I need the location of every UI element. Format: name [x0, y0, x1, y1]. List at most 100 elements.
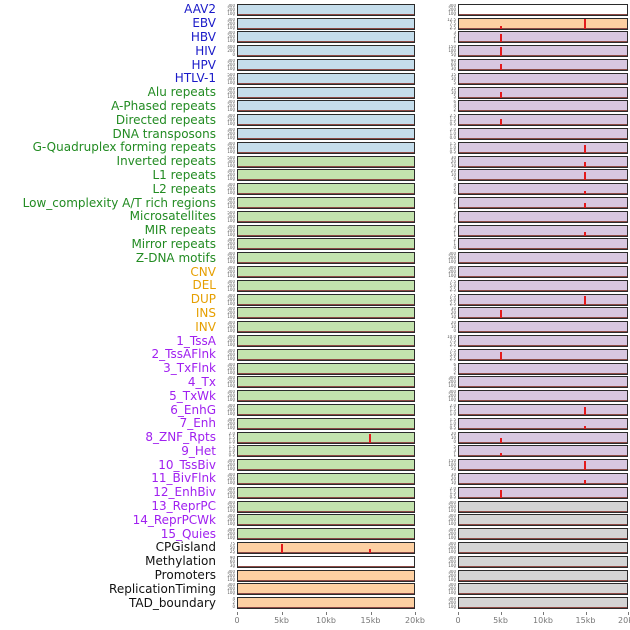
- signal-panel-right: [458, 335, 628, 348]
- column-gap: [415, 423, 442, 424]
- y-tick-label: 300: [448, 541, 456, 546]
- y-tick-label: 200: [448, 517, 456, 523]
- y-tick-label: 1.5: [449, 407, 456, 412]
- column-gap: [415, 23, 442, 24]
- signal-panel-right: [458, 404, 628, 416]
- y-tick-label: 100: [448, 562, 456, 568]
- y-tick-label: 100: [227, 273, 235, 279]
- signal-panel-right: [458, 59, 628, 72]
- y-tick-label: 3: [453, 448, 456, 454]
- y-tick-label: 500: [227, 210, 235, 215]
- signal-baseline: [238, 82, 414, 84]
- y-tick-label: 300: [227, 514, 235, 519]
- signal-panel-left: [237, 114, 415, 127]
- y-axis-tick-labels: 3210: [442, 225, 458, 237]
- row-label: HPV: [191, 57, 216, 72]
- y-tick-label: 0: [453, 438, 456, 444]
- signal-panel-left: [237, 141, 415, 154]
- y-tick-label: 200: [227, 393, 235, 399]
- signal-baseline: [238, 372, 414, 374]
- y-tick-label: 10: [450, 314, 456, 320]
- column-gap: [415, 341, 442, 342]
- y-tick-label: 100: [448, 548, 456, 554]
- y-tick-label: 200: [227, 6, 235, 12]
- y-axis-tick-labels: 5003001000: [221, 73, 237, 85]
- y-tick-label: 200: [227, 172, 235, 178]
- axis-spacer-left: [0, 612, 237, 628]
- y-tick-label: 300: [448, 376, 456, 381]
- x-tick-label: 15kb: [360, 616, 381, 626]
- y-axis-tick-labels: 3020100: [442, 307, 458, 319]
- y-axis-tick-labels: 6420: [442, 363, 458, 375]
- y-tick-label: 6: [453, 100, 456, 105]
- signal-panel-right: [458, 183, 628, 196]
- signal-panel-right: [458, 307, 628, 320]
- signal-panel-left: [237, 321, 415, 334]
- signal-peak: [369, 434, 371, 443]
- signal-baseline: [238, 317, 414, 319]
- row-label: 13_ReprPC: [151, 499, 216, 514]
- y-tick-label: 10: [450, 172, 456, 178]
- signal-baseline: [459, 482, 627, 484]
- signal-baseline: [238, 345, 414, 347]
- signal-baseline: [459, 510, 627, 512]
- y-tick-label: 100: [227, 38, 235, 44]
- feature-row: 11_BivFlnk30020010003020100: [0, 472, 630, 486]
- y-tick-label: 100: [227, 342, 235, 348]
- y-tick-label: 1: [453, 204, 456, 210]
- y-tick-label: 200: [448, 379, 456, 385]
- y-tick-label: 200: [448, 558, 456, 564]
- signal-panel-right: [458, 238, 628, 251]
- signal-panel-left: [237, 445, 415, 458]
- signal-baseline: [459, 469, 627, 471]
- x-tick-mark: [628, 612, 629, 616]
- y-axis-tick-labels: 3210: [442, 31, 458, 43]
- y-tick-label: 100: [227, 300, 235, 306]
- y-tick-label: 200: [227, 296, 235, 302]
- x-tick-label: 15kb: [575, 616, 596, 626]
- y-tick-label: 300: [448, 528, 456, 533]
- y-tick-label: 1.0: [228, 448, 235, 454]
- column-gap: [415, 216, 442, 217]
- row-label: 9_Het: [181, 443, 216, 458]
- y-tick-label: 10: [450, 324, 456, 330]
- column-gap: [415, 410, 442, 411]
- signal-panel-left: [237, 238, 415, 251]
- signal-peak: [584, 203, 586, 209]
- signal-baseline: [459, 524, 627, 526]
- y-tick-label: 200: [227, 186, 235, 192]
- y-tick-label: 100: [227, 10, 235, 16]
- y-tick-label: 20: [450, 169, 456, 174]
- y-tick-label: 200: [227, 269, 235, 275]
- row-label: G-Quadruplex forming repeats: [32, 140, 216, 155]
- row-label: HBV: [190, 29, 216, 44]
- y-tick-label: 200: [227, 255, 235, 261]
- row-label: L2 repeats: [152, 181, 217, 196]
- x-axis-left: 0 5kb 10kb 15kb 20kb: [234, 612, 425, 628]
- signal-panel-right: [458, 514, 628, 527]
- y-tick-label: 100: [227, 231, 235, 237]
- y-tick-label: 300: [227, 3, 235, 8]
- y-tick-label: 50: [229, 544, 235, 550]
- y-tick-label: 2.5: [449, 24, 456, 30]
- y-axis-tick-labels: 2.01.51.00.0: [221, 432, 237, 444]
- y-tick-label: 400: [227, 45, 235, 50]
- feature-row: HPV30020010009060300: [0, 58, 630, 72]
- column-gap: [415, 258, 442, 259]
- y-tick-label: 2.0: [449, 486, 456, 491]
- y-tick-label: 100: [227, 479, 235, 485]
- y-tick-label: 200: [227, 310, 235, 316]
- y-tick-label: 1: [453, 231, 456, 237]
